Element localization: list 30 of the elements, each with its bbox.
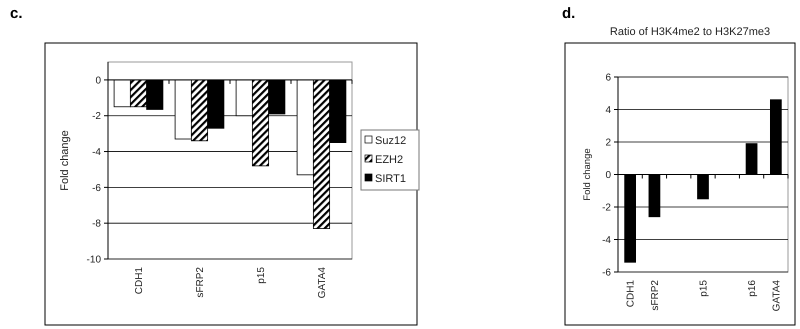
y-tick-label: 0: [605, 170, 612, 181]
x-tick-label: p16: [747, 280, 758, 297]
y-axis-title: Fold change: [582, 148, 593, 201]
y-tick-label: -2: [602, 202, 612, 214]
y-tick-label: -6: [92, 182, 102, 194]
y-tick-label: -8: [92, 218, 102, 230]
y-tick-label: -10: [86, 254, 102, 266]
x-tick-label: p15: [256, 266, 267, 284]
legend-label: Suz12: [375, 134, 406, 147]
legend-label: EZH2: [375, 154, 404, 166]
x-tick-label: sFRP2: [650, 280, 661, 311]
y-tick-label: 4: [605, 105, 612, 116]
x-tick-label: CDH1: [134, 266, 145, 294]
chart-title: Ratio of H3K4me2 to H3K27me3: [610, 26, 770, 38]
y-tick-label: 6: [605, 72, 612, 84]
text: d.: [562, 5, 576, 22]
y-tick-label: 0: [95, 75, 102, 86]
x-tick-label: GATA4: [771, 280, 782, 312]
y-tick-label: -4: [602, 235, 612, 246]
y-axis-title: Fold change: [59, 130, 71, 191]
text: c.: [10, 5, 23, 22]
x-tick-label: sFRP2: [195, 266, 206, 298]
x-tick-label: CDH1: [626, 280, 637, 308]
y-tick-label: -4: [92, 147, 102, 158]
x-tick-label: p15: [698, 280, 710, 297]
legend-label: SIRT1: [375, 172, 406, 185]
x-tick-label: GATA4: [317, 266, 328, 298]
y-tick-label: 2: [605, 138, 612, 148]
y-tick-label: -2: [92, 111, 102, 122]
y-tick-label: -6: [602, 268, 612, 278]
